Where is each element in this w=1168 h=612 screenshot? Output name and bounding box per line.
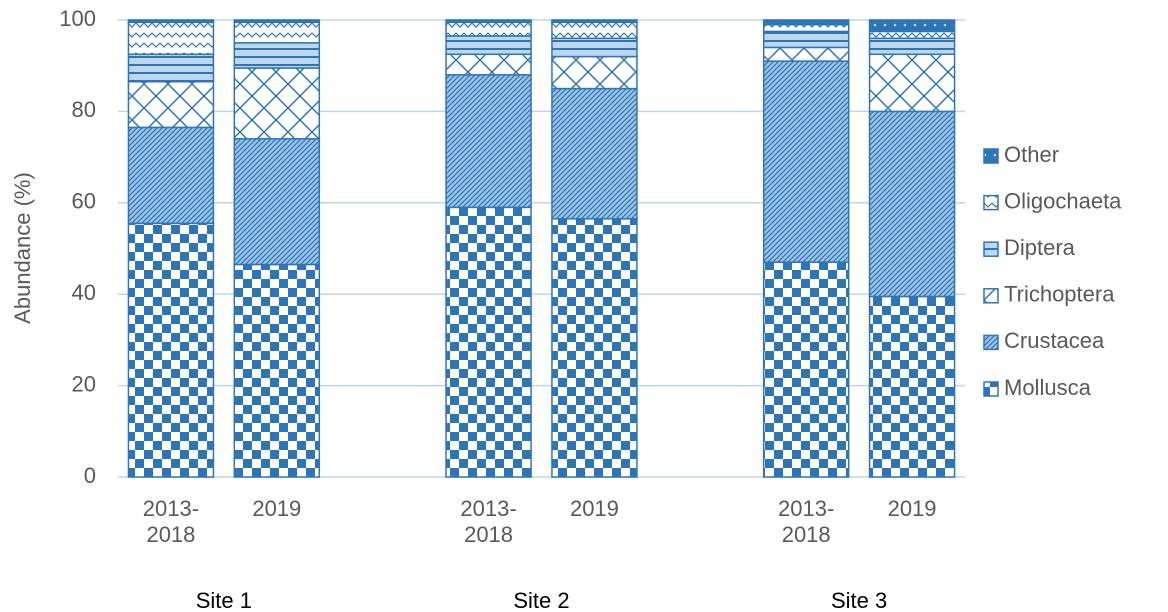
legend-swatch [983,334,999,351]
y-tick-label: 60 [72,189,96,214]
legend-swatch [983,241,999,257]
bar-segment [868,37,956,56]
group-label: Site 1 [195,588,252,612]
bar-segment [762,30,850,49]
bar-segment [127,53,215,83]
legend-label: Trichoptera [1004,282,1115,307]
bar-segment [127,21,215,56]
bar-segment [551,218,638,478]
legend-label: Other [1004,142,1059,167]
bar-segment [551,19,638,24]
x-tick-label: 2019 [569,496,619,521]
bar-segment [127,222,215,478]
bar-segment [762,60,850,263]
legend-label: Oligochaeta [1004,188,1122,213]
x-tick-label: 2013-2018 [778,496,835,547]
legend-label: Mollusca [1004,375,1092,400]
bar-segment [127,80,215,129]
legend-swatch [983,381,999,397]
bar-segment [127,126,215,225]
bar-segment [868,295,956,478]
bar-segment [445,19,532,24]
bar-segment [445,21,532,37]
group-label: Site 2 [513,588,570,612]
bar-segment [868,110,956,298]
legend-label: Crustacea [1004,328,1105,353]
bar-segment [445,35,532,56]
bar-segment [233,19,321,24]
y-tick-label: 100 [59,6,96,31]
bar-segment [551,37,638,58]
bar-segment [233,21,321,44]
legend-swatch [983,288,999,304]
bar-segment [762,23,850,33]
legend-label: Diptera [1004,235,1076,260]
bar-segment [762,261,850,478]
bar-segment [551,55,638,90]
y-tick-label: 0 [84,463,96,488]
bar-segment [868,19,956,33]
bar-segment [233,67,321,140]
bar-segment [127,19,215,24]
bar-segment [233,42,321,69]
x-tick-label: 2019 [887,496,937,521]
x-tick-label: 2019 [252,496,302,521]
bar-segment [233,138,321,266]
y-tick-label: 20 [72,371,96,396]
bar-segment [868,30,956,40]
bar-segment [445,74,532,209]
y-axis-label: Abundance (%) [10,172,35,324]
bar-segment [762,46,850,62]
y-tick-label: 80 [72,97,96,122]
group-label: Site 3 [830,588,888,612]
bar-segment [233,263,321,478]
bar-segment [551,87,638,220]
y-tick-label: 40 [72,280,96,305]
bar-segment [445,206,532,478]
legend-swatch [983,148,999,164]
bar-segment [868,53,956,113]
x-tick-label: 2013-2018 [142,496,200,547]
bar-segment [551,21,638,40]
x-tick-label: 2013-2018 [460,496,517,547]
bar-segment [445,53,532,76]
legend-swatch [983,194,999,211]
bar-segment [762,19,850,26]
